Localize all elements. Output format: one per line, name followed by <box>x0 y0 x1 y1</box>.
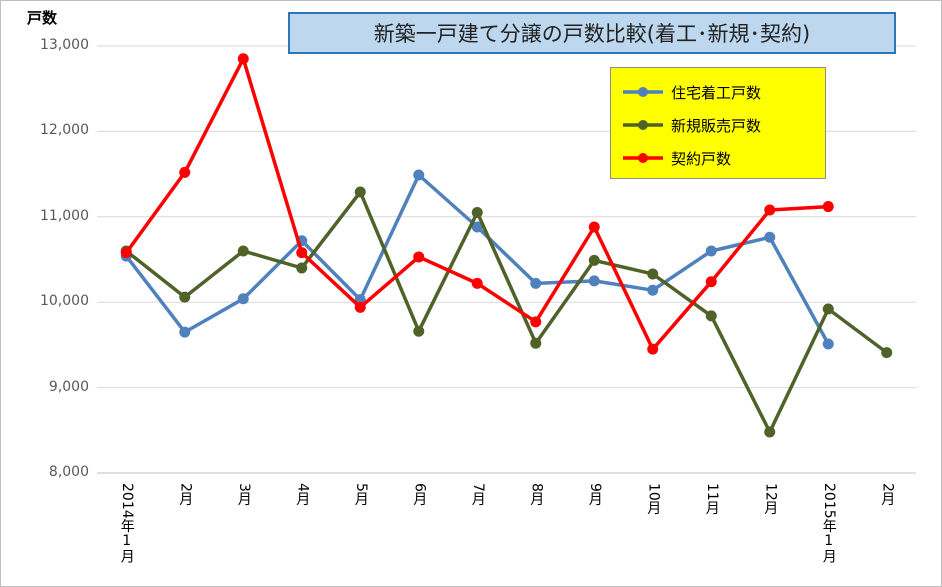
y-tick-label: 13,000 <box>40 37 89 53</box>
series-1-point-13 <box>881 347 893 359</box>
series-2-point-3 <box>296 247 308 259</box>
series-2-point-2 <box>237 53 249 65</box>
legend-label-contracts: 契約戸数 <box>671 149 732 168</box>
series-0-point-12 <box>822 338 834 350</box>
series-1-point-11 <box>764 426 776 438</box>
legend-swatch-housing-starts <box>623 87 663 97</box>
x-tick-label: 8月 <box>527 483 545 506</box>
x-tick-label: 3月 <box>234 483 252 506</box>
series-1-point-8 <box>588 254 600 266</box>
x-tick-label-main: 8月 <box>528 483 545 506</box>
series-0-point-2 <box>237 293 249 305</box>
x-tick-label-main: 2月 <box>879 483 896 506</box>
series-1-point-6 <box>471 207 483 219</box>
legend-label-new-sales: 新規販売戸数 <box>671 116 762 135</box>
y-tick-label: 9,000 <box>48 378 89 395</box>
series-0-point-7 <box>530 277 542 289</box>
series-1-point-1 <box>179 291 191 303</box>
y-tick-label: 11,000 <box>40 207 89 224</box>
legend-item-new-sales: 新規販売戸数 <box>621 115 761 135</box>
x-tick-label-sub: 1月 <box>820 532 837 563</box>
chart-title: 新築一戸建て分譲の戸数比較(着工･新規･契約) <box>288 12 896 54</box>
x-tick-label-main: 9月 <box>586 483 603 506</box>
series-2-point-0 <box>120 247 132 259</box>
x-tick-label-sub: 1月 <box>118 532 135 563</box>
y-tick-label: 10,000 <box>40 293 89 310</box>
series-0-point-10 <box>705 245 717 257</box>
x-tick-label: 7月 <box>468 483 486 506</box>
x-tick-label-main: 3月 <box>235 483 252 506</box>
x-tick-label: 2月 <box>176 483 194 506</box>
y-axis-label: 戸数 <box>27 9 58 27</box>
series-2-point-1 <box>179 166 191 178</box>
series-2-point-9 <box>647 343 659 355</box>
series-line-1 <box>124 190 889 434</box>
series-2-point-6 <box>471 277 483 289</box>
series-2-point-11 <box>764 204 776 216</box>
series-1-point-3 <box>296 262 308 274</box>
x-tick-label: 11月 <box>702 483 720 515</box>
x-tick-label-main: 2015年 <box>820 483 837 533</box>
x-tick-label-main: 5月 <box>352 483 369 506</box>
series-1-point-10 <box>705 310 717 322</box>
series-2-point-12 <box>822 201 834 213</box>
x-tick-label-main: 6月 <box>411 483 428 506</box>
y-tick-label: 12,000 <box>40 122 89 139</box>
series-2-point-4 <box>354 301 366 313</box>
x-tick-label-main: 2014年 <box>118 483 135 533</box>
series-1-point-9 <box>647 268 659 280</box>
series-0-point-11 <box>764 231 776 243</box>
y-tick-label: 8,000 <box>48 464 89 480</box>
x-tick-label: 5月 <box>351 483 369 506</box>
series-0-point-5 <box>413 169 425 181</box>
series-2-point-7 <box>530 316 542 328</box>
legend-item-housing-starts: 住宅着工戸数 <box>621 82 761 102</box>
x-tick-label: 2014年 1月 <box>117 483 135 563</box>
x-tick-label: 2月 <box>878 483 896 506</box>
series-1-point-4 <box>354 186 366 198</box>
legend-item-contracts: 契約戸数 <box>621 148 731 168</box>
series-2-point-10 <box>705 276 717 288</box>
legend-label-housing-starts: 住宅着工戸数 <box>671 83 762 102</box>
series-1-point-2 <box>237 245 249 257</box>
x-tick-label: 2015年 1月 <box>819 483 837 563</box>
series-0-point-6 <box>471 221 483 233</box>
series-1-point-7 <box>530 337 542 349</box>
series-1-point-12 <box>822 303 834 315</box>
x-tick-label: 9月 <box>585 483 603 506</box>
x-tick-label-main: 10月 <box>645 483 662 515</box>
x-tick-label-main: 12月 <box>762 483 779 515</box>
x-tick-label-main: 11月 <box>703 483 720 515</box>
x-tick-label: 4月 <box>293 483 311 506</box>
series-1-point-5 <box>413 325 425 337</box>
series-2-point-8 <box>588 221 600 233</box>
x-tick-label: 6月 <box>410 483 428 506</box>
legend-swatch-contracts <box>623 153 663 163</box>
series-0-point-1 <box>179 326 191 338</box>
chart-legend: 住宅着工戸数 新規販売戸数 契約戸数 <box>610 67 826 179</box>
series-2-point-5 <box>413 251 425 263</box>
x-tick-label: 10月 <box>644 483 662 515</box>
x-tick-label: 12月 <box>761 483 779 515</box>
x-tick-label-main: 2月 <box>177 483 194 506</box>
x-tick-label-main: 7月 <box>469 483 486 506</box>
legend-swatch-new-sales <box>623 120 663 130</box>
series-0-point-9 <box>647 284 659 296</box>
x-tick-label-main: 4月 <box>294 483 311 506</box>
series-0-point-8 <box>588 275 600 287</box>
